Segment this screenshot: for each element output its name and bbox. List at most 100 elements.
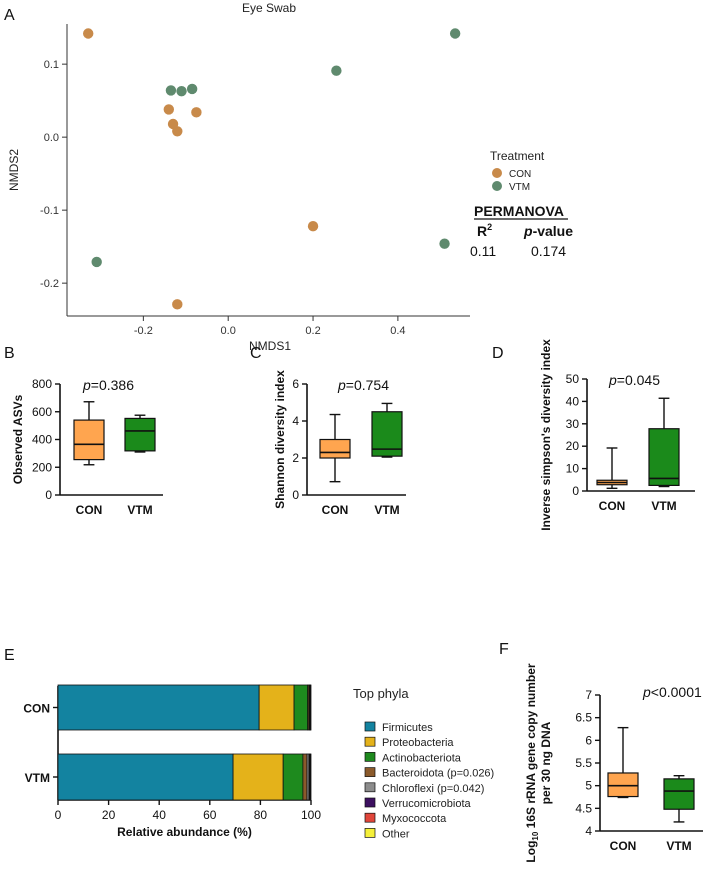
panel-a-point-con xyxy=(83,28,94,39)
panel-a-point-vtm xyxy=(91,256,102,268)
panel-b-ytick-label: 800 xyxy=(32,377,52,391)
panel-f-ytick-label: 6 xyxy=(585,733,592,747)
panel-b-box-con xyxy=(73,419,105,461)
panel-c-category-label: CON xyxy=(322,503,349,517)
panel-b-p-value: p=0.386 xyxy=(82,377,134,393)
panel-f-ytick-label: 7 xyxy=(585,688,592,702)
permanova-r2-header: R2 xyxy=(477,222,492,239)
panel-f-ylabel-line2: per 30 ng DNA xyxy=(539,721,553,804)
panel-b-ytick-label: 200 xyxy=(32,460,52,474)
panel-d-ytick-label: 20 xyxy=(566,439,580,453)
panel-e-xtick-label: 80 xyxy=(254,808,268,822)
panel-label-b: B xyxy=(4,345,15,362)
panel-d-category-label: VTM xyxy=(651,499,676,513)
panel-a-points xyxy=(83,28,461,310)
permanova-r2-value: 0.11 xyxy=(470,243,496,259)
panel-c-ytick-label: 2 xyxy=(292,451,299,465)
legend-marker-vtm xyxy=(492,181,502,191)
panel-a-point-con xyxy=(172,126,183,137)
panel-e-legend-label: Myxococcota xyxy=(382,813,447,825)
panel-f-ytick-label: 5.5 xyxy=(575,756,592,770)
panel-e-bar-con-firmicutes xyxy=(57,684,260,731)
panel-a-point-vtm xyxy=(176,85,187,97)
panel-d-box-vtm xyxy=(648,428,680,486)
panel-a-point-con xyxy=(172,299,183,310)
panel-b-boxplot: 0 200 400 600 800 CON VTM p=0.386 Observed ASVs xyxy=(11,377,163,517)
panel-a: A Eye Swab -0.2 0.0 0.2 0.4 -0.2 -0.1 0.0 0.1 N… xyxy=(4,1,573,353)
panel-a-title: Eye Swab xyxy=(242,1,296,15)
panel-label-e: E xyxy=(4,647,15,664)
legend-label-vtm: VTM xyxy=(509,182,530,193)
panel-a-xtick-label: 0.0 xyxy=(221,325,236,337)
panel-e-legend-label: Chloroflexi (p=0.042) xyxy=(382,783,484,795)
panel-c-box-con xyxy=(319,438,351,459)
panel-e-legend-swatch-chloroflexi xyxy=(364,782,376,793)
panel-a-ytick-label: -0.1 xyxy=(40,205,59,217)
panel-e-legend-label: Firmicutes xyxy=(382,722,433,734)
panel-d-p-value: p=0.045 xyxy=(608,372,660,388)
panel-b-ytick-label: 600 xyxy=(32,405,52,419)
panel-e-xtick-label: 60 xyxy=(203,808,217,822)
panel-d-ytick-label: 30 xyxy=(566,417,580,431)
panel-f-box-vtm xyxy=(663,778,695,810)
panel-f-ylabel-line1: Log10 16S rRNA gene copy number xyxy=(524,663,540,863)
panel-c-ytick-label: 4 xyxy=(292,414,299,428)
panel-a-point-vtm xyxy=(186,83,198,95)
panel-e-legend-swatch-verrucomicrobiota xyxy=(364,797,376,808)
panel-e-bar-con-actinobacteriota xyxy=(293,684,309,731)
panel-a-ytick-label: 0.1 xyxy=(44,59,59,71)
legend-marker-con xyxy=(492,168,502,178)
panel-a-legend: Treatment CON VTM xyxy=(490,149,545,193)
panel-a-xlabel: NMDS1 xyxy=(249,339,291,353)
panel-b-ylabel: Observed ASVs xyxy=(11,394,25,484)
panel-f-ytick-label: 5 xyxy=(585,779,592,793)
panel-e-legend-swatch-bacteroidota xyxy=(364,767,376,777)
panel-e-legend-swatch-actinobacteriota xyxy=(364,752,376,762)
panel-c-ylabel: Shannon diversity index xyxy=(273,370,287,509)
panel-c-ytick-label: 6 xyxy=(292,377,299,391)
panel-c-ytick-label: 0 xyxy=(292,488,299,502)
permanova-pvalue-header: p-value xyxy=(523,223,573,239)
panel-e-category-label: CON xyxy=(23,702,50,716)
panel-b-ytick-label: 400 xyxy=(32,433,52,447)
panel-f-ytick-label: 6.5 xyxy=(575,711,592,725)
panel-a-point-con xyxy=(191,107,202,118)
panel-e-legend-swatch-other xyxy=(364,828,376,838)
panel-b-category-label: VTM xyxy=(127,503,152,517)
panel-c-category-label: VTM xyxy=(374,503,399,517)
panel-e-legend-label: Bacteroidota (p=0.026) xyxy=(382,768,494,780)
panel-a-ytick-label: -0.2 xyxy=(40,278,59,290)
panel-e-legend-label: Actinobacteriota xyxy=(382,752,462,764)
panel-e-bar-vtm-proteobacteria xyxy=(232,753,284,801)
panel-d-boxplot: 0 10 20 30 40 50 CON VTM p=0.045 Inverse simpson'… xyxy=(539,339,695,531)
panel-e-xtick-label: 100 xyxy=(301,808,321,822)
panel-f: F 4 4.5 5 5.5 6 6.5 7 CON VTM p<0.0001 Log10 16S r… xyxy=(499,641,703,863)
panel-a-point-vtm xyxy=(449,28,461,39)
panel-e-legend-swatch-firmicutes xyxy=(364,721,376,732)
panel-e-xtick-label: 0 xyxy=(55,808,62,822)
panel-a-point-con xyxy=(163,104,175,115)
panel-e-legend: Top phyla Firmicutes Proteobacteria Actino… xyxy=(353,686,494,840)
panel-e-legend-swatch-myxococcota xyxy=(364,812,376,823)
panel-label-d: D xyxy=(492,345,504,362)
panel-e: E 0 20 40 60 80 100 Relative abundance (%) CON V… xyxy=(4,647,494,840)
panel-a-xtick-label: -0.2 xyxy=(134,325,153,337)
panel-e-bar-vtm-bacteroidota xyxy=(302,753,308,801)
panel-e-bar-con-proteobacteria xyxy=(258,684,295,731)
panel-e-xtick-label: 20 xyxy=(102,808,116,822)
panel-label-f: F xyxy=(499,641,509,658)
panel-d-ytick-label: 0 xyxy=(572,484,579,498)
panel-b-ytick-label: 0 xyxy=(45,488,52,502)
panel-e-legend-label: Proteobacteria xyxy=(382,737,454,749)
panel-e-bar-vtm-actinobacteriota xyxy=(282,753,304,801)
panel-d-ytick-label: 10 xyxy=(566,462,580,476)
legend-label-con: CON xyxy=(509,169,531,180)
panel-a-legend-title: Treatment xyxy=(490,149,545,163)
panel-e-bar-vtm-firmicutes xyxy=(57,753,234,801)
permanova-heading: PERMANOVA xyxy=(474,203,564,219)
permanova-p-value: 0.174 xyxy=(531,243,566,259)
panel-f-p-value: p<0.0001 xyxy=(642,684,702,700)
panel-a-ticks: -0.2 0.0 0.2 0.4 -0.2 -0.1 0.0 0.1 xyxy=(40,59,406,337)
panel-a-ylabel: NMDS2 xyxy=(7,149,21,191)
